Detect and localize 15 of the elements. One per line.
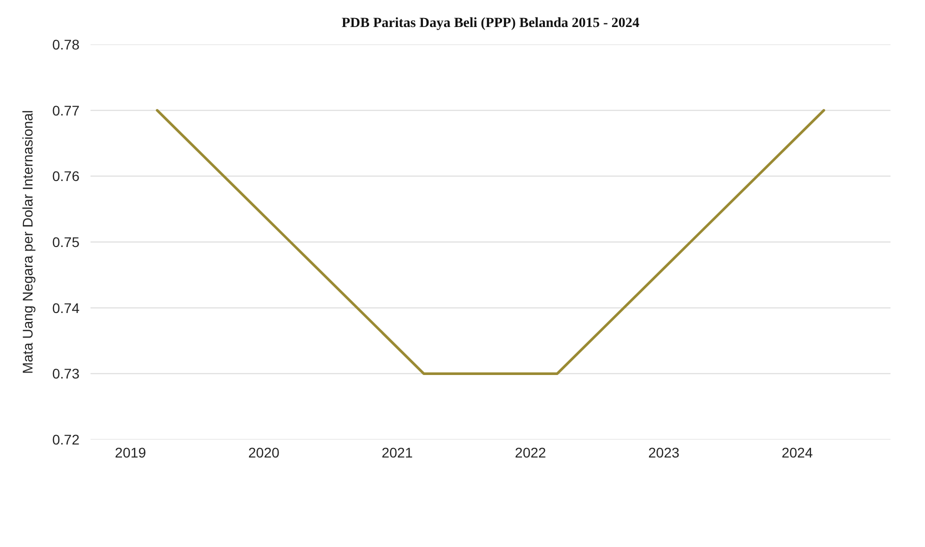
y-tick-label: 0.72	[52, 432, 80, 448]
x-tick-label: 2020	[248, 444, 280, 460]
chart-title: PDB Paritas Daya Beli (PPP) Belanda 2015 - 2024	[342, 16, 640, 31]
y-tick-label: 0.78	[52, 36, 80, 52]
x-tick-label: 2022	[514, 444, 546, 460]
x-tick-label: 2024	[782, 444, 813, 460]
x-tick-label: 2019	[114, 444, 146, 460]
y-tick-label: 0.73	[52, 366, 80, 382]
x-tick-label: 2021	[382, 444, 413, 460]
y-tick-label: 0.75	[52, 234, 80, 250]
y-tick-label: 0.76	[52, 168, 80, 184]
y-axis-title: Mata Uang Negara per Dolar Internasional	[19, 110, 36, 374]
x-tick-label: 2023	[648, 444, 680, 460]
y-tick-label: 0.77	[52, 102, 80, 118]
y-tick-label: 0.74	[52, 300, 80, 316]
